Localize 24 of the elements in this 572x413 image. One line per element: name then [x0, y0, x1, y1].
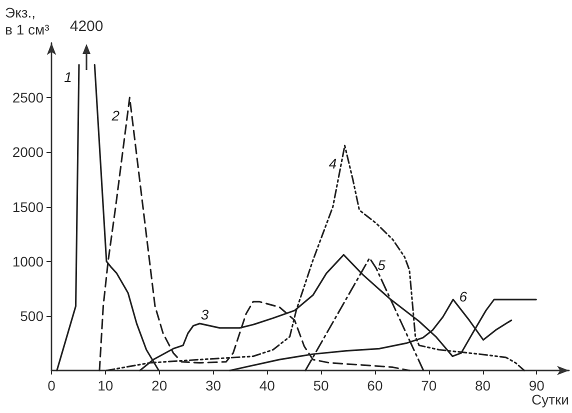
- y-tick-label: 2000: [12, 144, 44, 160]
- x-tick-label: 10: [98, 378, 114, 394]
- text: 4200: [70, 18, 104, 35]
- y-tick-label: 2500: [12, 90, 44, 106]
- x-tick-label: 80: [474, 378, 491, 394]
- y-axis-title: Экз., в 1 см³: [5, 4, 50, 38]
- series-label: 2: [110, 108, 120, 124]
- y-tick-label: 500: [20, 308, 44, 324]
- x-tick-label: 0: [48, 378, 56, 394]
- x-tick-label: 20: [152, 378, 168, 394]
- x-tick-label: 50: [313, 378, 330, 394]
- x-axis-title: Сутки: [532, 392, 569, 408]
- series-label: 6: [459, 288, 468, 305]
- x-tick-label: 30: [205, 378, 222, 394]
- y-tick-label: 1000: [12, 253, 44, 270]
- x-tick-label: 90: [528, 378, 545, 394]
- series-label: 4: [328, 156, 337, 172]
- series-label: 5: [378, 257, 386, 274]
- x-tick-label: 70: [421, 378, 437, 394]
- series-label: 1: [64, 68, 72, 85]
- x-tick-label: 40: [259, 378, 276, 394]
- y-tick-label: 1500: [12, 198, 44, 215]
- series-label: 3: [200, 306, 209, 323]
- x-tick-label: 60: [367, 378, 383, 394]
